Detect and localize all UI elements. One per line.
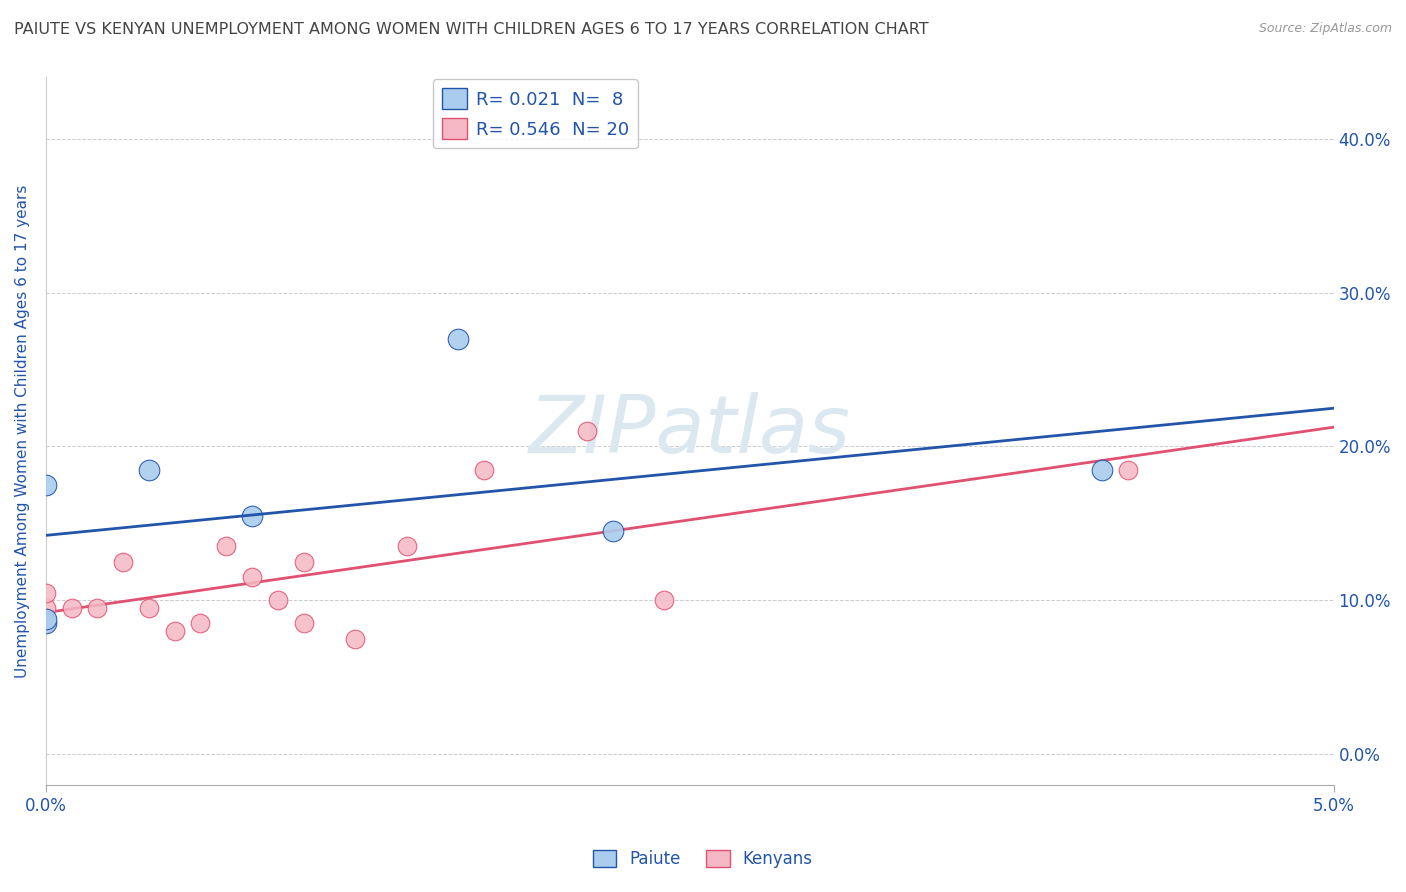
Point [215, 540, 238, 554]
Text: Source: ZipAtlas.com: Source: ZipAtlas.com [1258, 22, 1392, 36]
Text: ZIPatlas: ZIPatlas [529, 392, 851, 470]
Point [240, 508, 263, 523]
Legend: Paiute, Kenyans: Paiute, Kenyans [586, 843, 820, 875]
Point [447, 332, 470, 346]
Point [240, 570, 263, 584]
Legend: R= 0.021  N=  8, R= 0.546  N= 20: R= 0.021 N= 8, R= 0.546 N= 20 [433, 79, 638, 148]
Point [35, 585, 58, 599]
Point [472, 462, 495, 476]
Point [35, 612, 58, 626]
Point [163, 624, 186, 638]
Point [292, 616, 315, 631]
Point [575, 424, 598, 438]
Point [1116, 462, 1139, 476]
Point [35, 616, 58, 631]
Point [35, 478, 58, 492]
Point [190, 616, 212, 631]
Y-axis label: Unemployment Among Women with Children Ages 6 to 17 years: Unemployment Among Women with Children A… [15, 185, 30, 678]
Point [292, 555, 315, 569]
Point [267, 593, 290, 607]
Point [138, 462, 160, 476]
Point [60, 601, 83, 615]
Point [602, 524, 624, 538]
Point [35, 601, 58, 615]
Point [652, 593, 675, 607]
Point [395, 540, 418, 554]
Point [35, 616, 58, 631]
Point [343, 632, 366, 646]
Point [138, 601, 160, 615]
Point [1091, 462, 1114, 476]
Point [86, 601, 108, 615]
Point [112, 555, 135, 569]
Text: PAIUTE VS KENYAN UNEMPLOYMENT AMONG WOMEN WITH CHILDREN AGES 6 TO 17 YEARS CORRE: PAIUTE VS KENYAN UNEMPLOYMENT AMONG WOME… [14, 22, 929, 37]
